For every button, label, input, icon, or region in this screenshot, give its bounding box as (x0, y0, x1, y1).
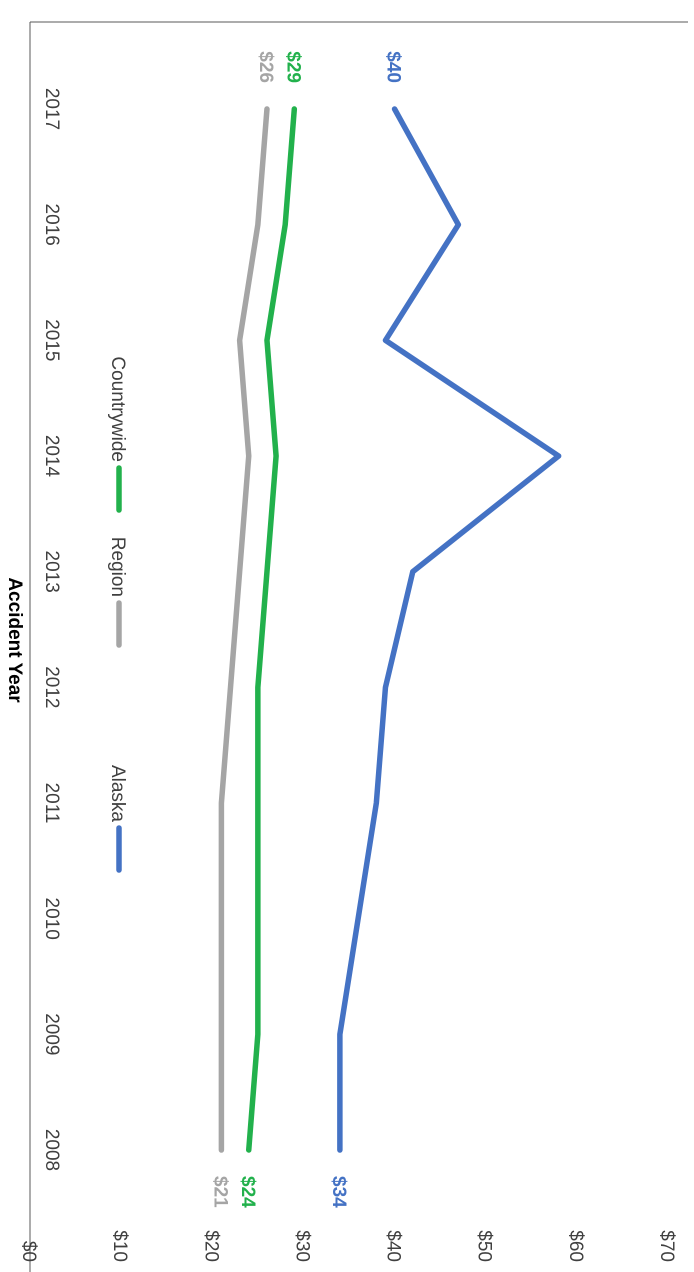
data-label-alaska-start: $34 (328, 1176, 349, 1208)
series-line-region (218, 106, 270, 1153)
x-tick-label: 2010 (41, 898, 62, 940)
data-label-region-start: $21 (209, 1176, 230, 1208)
y-tick-label: $70 (656, 1230, 677, 1262)
x-tick-label: 2017 (41, 88, 62, 130)
data-label-region-end: $26 (255, 51, 276, 83)
y-tick-label: $40 (383, 1230, 404, 1262)
x-tick-label: 2013 (41, 551, 62, 593)
series-line-countrywide (245, 106, 298, 1153)
y-tick-label: $50 (474, 1230, 495, 1262)
y-tick-label: $10 (109, 1230, 130, 1262)
x-tick-label: 2015 (41, 319, 62, 361)
x-tick-label: 2008 (41, 1129, 62, 1171)
y-tick-label: $60 (565, 1230, 586, 1262)
data-label-countrywide-start: $24 (237, 1176, 258, 1208)
legend-label-countrywide: Countrywide (107, 356, 128, 462)
legend-label-region: Region (107, 537, 128, 597)
x-tick-label: 2011 (41, 783, 62, 824)
x-tick-label: 2016 (41, 204, 62, 246)
series-line-alaska (337, 106, 562, 1153)
x-axis-title: Accident Year (4, 577, 25, 703)
data-label-countrywide-end: $29 (282, 51, 303, 83)
legend-label-alaska: Alaska (107, 765, 128, 822)
y-tick-label: $20 (200, 1230, 221, 1262)
y-tick-label: $30 (291, 1230, 312, 1262)
data-label-alaska-end: $40 (383, 51, 404, 83)
x-tick-label: 2012 (41, 666, 62, 708)
x-tick-label: 2014 (41, 435, 62, 478)
y-tick-label: $0 (18, 1241, 39, 1262)
x-tick-label: 2009 (41, 1013, 62, 1055)
